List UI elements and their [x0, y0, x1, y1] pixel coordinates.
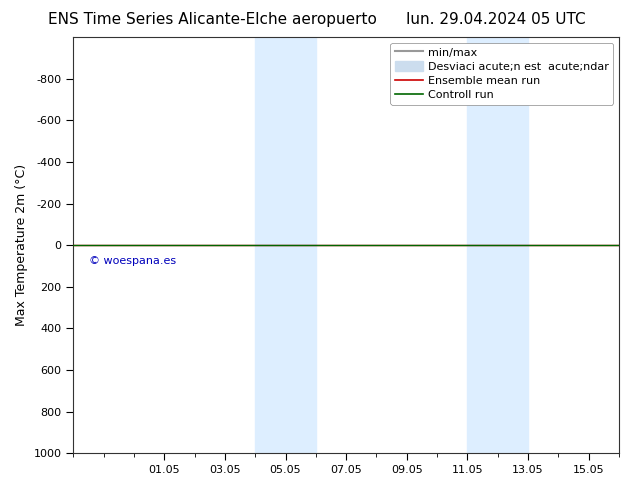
Bar [467, 37, 528, 453]
Text: © woespana.es: © woespana.es [89, 255, 176, 266]
Text: ENS Time Series Alicante-Elche aeropuerto      lun. 29.04.2024 05 UTC: ENS Time Series Alicante-Elche aeropuert… [48, 12, 586, 27]
Legend: min/max, Desviaci acute;n est  acute;ndar, Ensemble mean run, Controll run: min/max, Desviaci acute;n est acute;ndar… [391, 43, 614, 104]
Bar [256, 37, 316, 453]
Y-axis label: Max Temperature 2m (°C): Max Temperature 2m (°C) [15, 164, 28, 326]
